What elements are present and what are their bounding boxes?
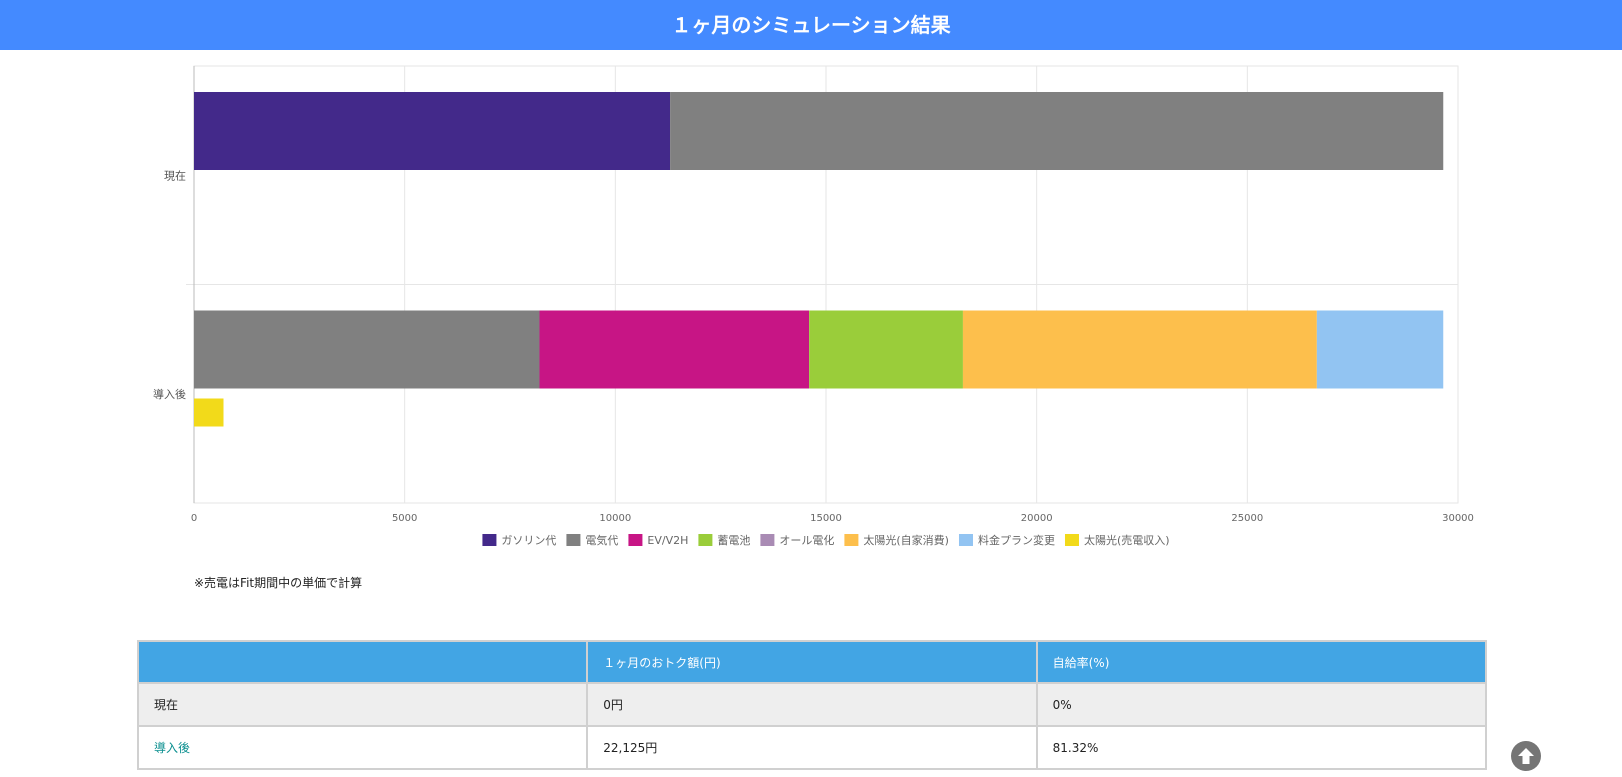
legend-swatch	[844, 534, 859, 546]
scroll-top-button[interactable]	[1511, 741, 1541, 771]
legend-swatch	[760, 534, 775, 546]
table-header-rate: 自給率(%)	[1035, 640, 1488, 684]
x-tick-label: 25000	[1231, 513, 1263, 524]
bar-segment	[194, 92, 671, 170]
legend-swatch	[698, 534, 713, 546]
table-row: 現在 0円 0%	[136, 682, 1488, 727]
row-label-link[interactable]: 導入後	[136, 725, 589, 770]
legend-label: 料金プラン変更	[978, 533, 1055, 547]
x-tick-label: 10000	[599, 513, 631, 524]
legend-swatch	[628, 534, 643, 546]
legend-swatch	[958, 534, 973, 546]
legend-swatch	[1064, 534, 1079, 546]
row-label: 現在	[136, 682, 589, 727]
y-tick-label: 導入後	[153, 387, 186, 401]
table-header-amount: １ヶ月のおトク額(円)	[586, 640, 1038, 684]
x-tick-label: 15000	[810, 513, 842, 524]
table-header-blank	[136, 640, 589, 684]
row-rate: 0%	[1035, 682, 1488, 727]
note-text: ※売電はFit期間中の単価で計算	[194, 576, 363, 590]
row-amount: 0円	[586, 682, 1038, 727]
bar-segment	[1316, 310, 1444, 389]
legend-label: 蓄電池	[717, 534, 750, 547]
legend-label: 太陽光(売電収入)	[1084, 533, 1170, 547]
table-row: 導入後 22,125円 81.32%	[136, 725, 1488, 770]
legend-label: ガソリン代	[501, 534, 556, 547]
table-header-row: １ヶ月のおトク額(円) 自給率(%)	[136, 640, 1488, 684]
row-rate: 81.32%	[1035, 725, 1488, 770]
bar-segment	[809, 310, 963, 389]
legend-label: オール電化	[779, 533, 834, 547]
x-tick-label: 20000	[1021, 513, 1053, 524]
bar-segment-sub	[194, 398, 224, 427]
result-table: １ヶ月のおトク額(円) 自給率(%) 現在 0円 0% 導入後 22,125円 …	[136, 640, 1488, 770]
y-tick-label: 現在	[164, 169, 186, 182]
x-tick-label: 0	[191, 513, 197, 524]
page-title: １ヶ月のシミュレーション結果	[0, 0, 1622, 50]
simulation-chart: 0 5000 10000 15000 20000 25000 30000 現在導入後ガソリン代…	[153, 65, 1474, 547]
legend-label: 太陽光(自家消費)	[863, 533, 949, 547]
bar-segment	[194, 310, 540, 389]
row-amount: 22,125円	[586, 725, 1038, 770]
bar-segment	[962, 310, 1317, 389]
x-tick-label: 30000	[1442, 513, 1474, 524]
bar-segment	[539, 310, 810, 389]
bar-segment	[670, 92, 1444, 170]
legend-swatch	[566, 534, 581, 546]
x-tick-label: 5000	[392, 513, 417, 524]
legend-label: 電気代	[585, 533, 618, 547]
legend-label: EV/V2H	[647, 534, 688, 547]
legend-swatch	[482, 534, 497, 546]
arrow-up-icon	[1518, 748, 1534, 764]
